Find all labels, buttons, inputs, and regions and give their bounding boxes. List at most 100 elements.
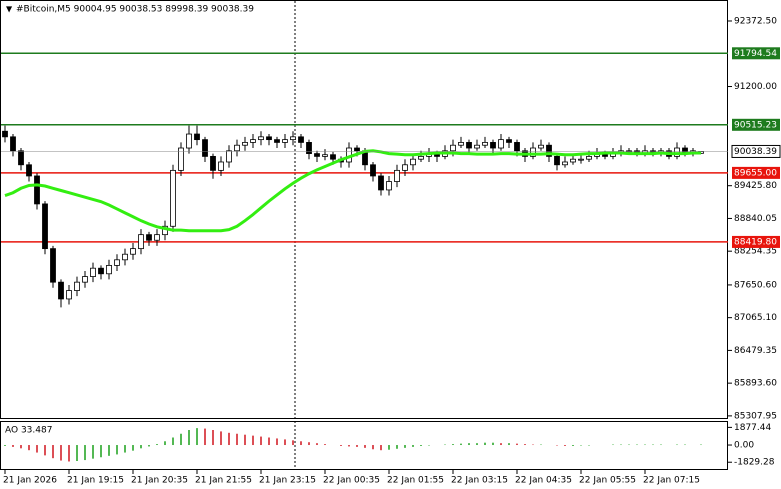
candle-body (562, 161, 568, 166)
candle-body (290, 136, 296, 141)
candle-body (226, 150, 232, 163)
candle-body (10, 136, 16, 152)
y-tick-label: 91200.00 (734, 82, 777, 92)
candle-body (106, 264, 112, 275)
chart-title: #Bitcoin,M5 90004.95 90038.53 89998.39 9… (16, 5, 254, 15)
y-tick-label: 88254.35 (734, 247, 777, 257)
ao-tick-label: 0.00 (734, 441, 754, 451)
x-tick-label: 21 Jan 20:35 (131, 476, 188, 486)
level-label-box (732, 118, 780, 131)
x-tick-label: 22 Jan 01:55 (387, 476, 444, 486)
candle-body (394, 169, 400, 182)
level-label: 88419.80 (734, 237, 777, 247)
menu-arrow[interactable]: ▼ (6, 5, 13, 14)
candle-body (186, 133, 192, 149)
x-tick-label: 22 Jan 03:15 (451, 476, 508, 486)
candle-body (66, 290, 72, 300)
candle-body (170, 169, 176, 227)
level-label: 91794.54 (734, 49, 777, 59)
candle-body (258, 136, 264, 141)
candle-body (386, 181, 392, 191)
candle-body (474, 144, 480, 149)
candle-body (586, 155, 592, 160)
candle-body (378, 175, 384, 191)
candle-body (242, 142, 248, 146)
y-tick-label: 92372.50 (734, 16, 777, 26)
candle-body (90, 267, 96, 277)
candle-body (578, 158, 584, 161)
candle-body (354, 147, 360, 152)
candle-body (74, 281, 80, 291)
ao-tick-label: -1829.28 (734, 458, 775, 468)
candle-body (506, 139, 512, 143)
candle-body (530, 147, 536, 157)
candle-body (154, 234, 160, 241)
level-label-box (732, 47, 780, 60)
candle-body (234, 144, 240, 152)
ao-tick-label: 1877.44 (734, 423, 771, 433)
candle-body (82, 276, 88, 283)
candle-body (274, 139, 280, 143)
candle-body (58, 281, 64, 300)
x-tick-label: 21 Jan 19:15 (67, 476, 124, 486)
ao-title: AO 33.487 (5, 426, 52, 436)
x-tick-label: 21 Jan 21:55 (195, 476, 252, 486)
x-tick-label: 22 Jan 05:55 (579, 476, 636, 486)
level-label: 90515.23 (734, 120, 777, 130)
candle-body (322, 154, 328, 157)
candle-body (314, 153, 320, 157)
candle-body (514, 142, 520, 152)
candle-body (554, 155, 560, 166)
candle-body (138, 234, 144, 250)
y-tick-label: 85307.95 (734, 411, 777, 421)
candle-body (306, 142, 312, 155)
level-label-box (732, 235, 780, 248)
candle-body (370, 164, 376, 177)
candle-body (122, 253, 128, 261)
y-tick-label: 87650.60 (734, 280, 777, 290)
candle-body (26, 164, 32, 177)
candle-body (98, 267, 104, 275)
candle-body (330, 154, 336, 160)
candle-body (546, 144, 552, 157)
moving-average (4, 149, 701, 233)
candle-body (266, 136, 272, 141)
level-label-box (732, 166, 780, 179)
candle-body (466, 142, 472, 149)
candle-body (210, 155, 216, 171)
candle-body (450, 144, 456, 152)
candle-body (250, 139, 256, 143)
y-tick-label: 89425.80 (734, 181, 777, 191)
candle-body (402, 164, 408, 171)
candle-body (490, 142, 496, 149)
x-tick-label: 21 Jan 2026 (3, 476, 57, 486)
candle-body (18, 150, 24, 166)
price-pane (0, 0, 728, 419)
candle-body (114, 259, 120, 266)
candle-body (538, 144, 544, 149)
ao-pane (0, 421, 728, 470)
last-price-label: 90038.39 (734, 147, 777, 157)
candle-body (42, 203, 48, 250)
x-tick-label: 22 Jan 00:35 (323, 476, 380, 486)
candle-body (458, 142, 464, 146)
candle-body (178, 147, 184, 171)
candle-body (202, 139, 208, 157)
x-tick-label: 21 Jan 23:15 (259, 476, 316, 486)
candle-body (570, 158, 576, 163)
candle-body (418, 155, 424, 160)
candle-body (298, 136, 304, 143)
candle-body (146, 234, 152, 241)
y-tick-label: 87065.10 (734, 313, 777, 323)
candle-body (2, 130, 8, 138)
candle-body (130, 248, 136, 255)
candle-body (282, 139, 288, 143)
candle-body (482, 142, 488, 146)
y-tick-label: 88840.05 (734, 214, 777, 224)
x-tick-label: 22 Jan 07:15 (643, 476, 700, 486)
x-tick-label: 22 Jan 04:35 (515, 476, 572, 486)
candle-body (410, 158, 416, 166)
candle-body (50, 248, 56, 283)
level-label: 89655.00 (734, 168, 777, 178)
